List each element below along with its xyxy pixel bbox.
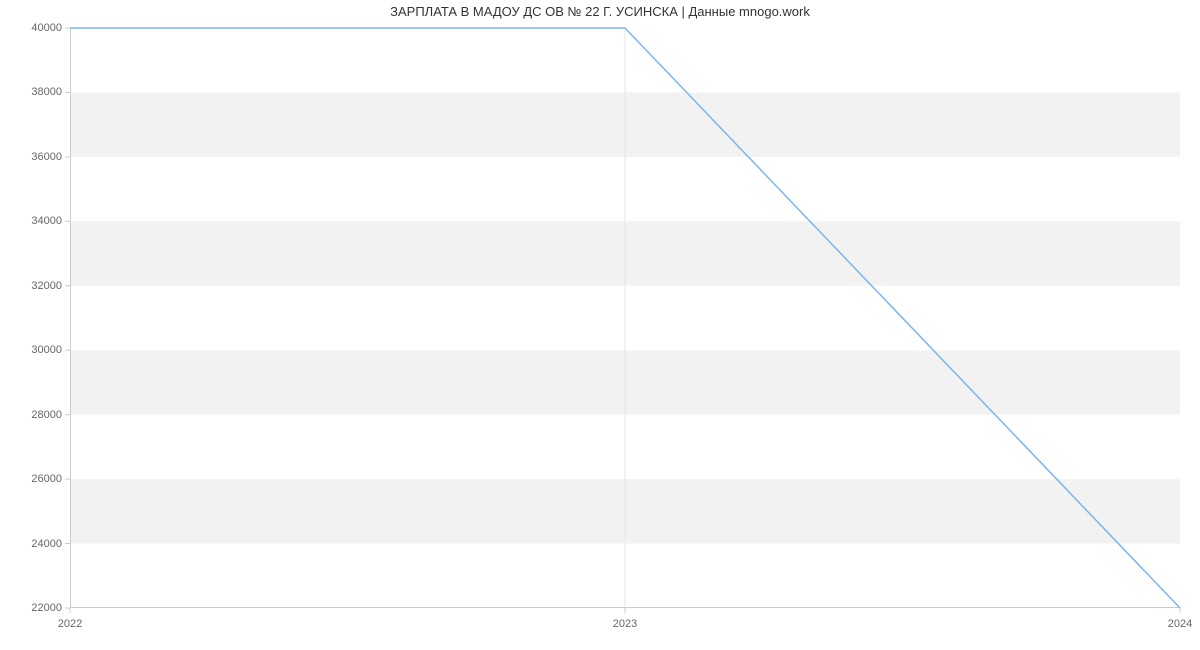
- y-tick-label: 34000: [31, 215, 62, 227]
- y-tick-label: 30000: [31, 344, 62, 356]
- chart-container: ЗАРПЛАТА В МАДОУ ДС ОВ № 22 Г. УСИНСКА |…: [0, 0, 1200, 650]
- y-tick-label: 24000: [31, 538, 62, 550]
- y-tick-label: 36000: [31, 151, 62, 163]
- y-tick-label: 26000: [31, 473, 62, 485]
- x-tick-label: 2024: [1168, 618, 1192, 630]
- y-tick-label: 22000: [31, 602, 62, 614]
- chart-plot-svg: [70, 28, 1180, 608]
- y-tick-label: 28000: [31, 409, 62, 421]
- y-tick-label: 40000: [31, 22, 62, 34]
- y-tick-label: 32000: [31, 280, 62, 292]
- x-tick-label: 2022: [58, 618, 82, 630]
- y-tick-label: 38000: [31, 86, 62, 98]
- x-tick-label: 2023: [613, 618, 637, 630]
- chart-title: ЗАРПЛАТА В МАДОУ ДС ОВ № 22 Г. УСИНСКА |…: [0, 4, 1200, 19]
